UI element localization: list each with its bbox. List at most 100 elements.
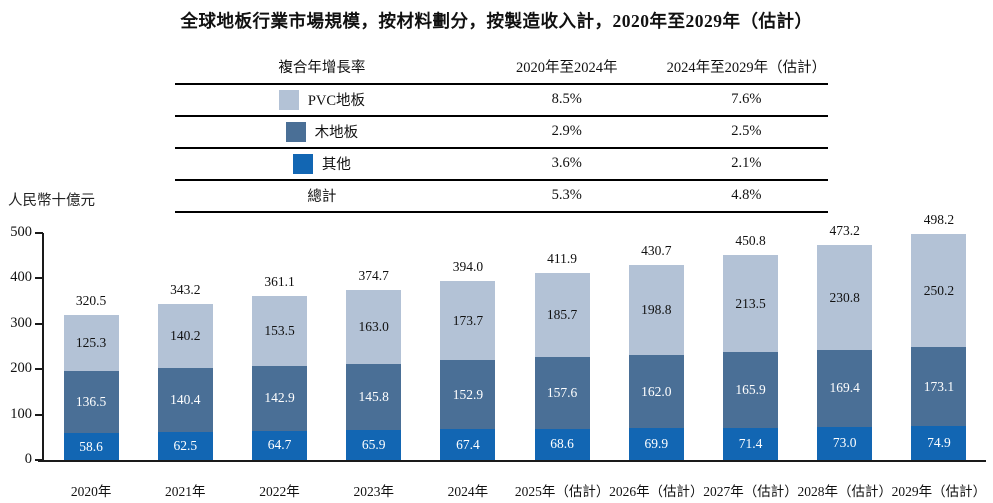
bar-total-label: 343.2 [170,282,201,298]
legend-swatch-wood-icon [285,121,306,142]
bar-segment: 140.4 [157,367,213,432]
bar-segment-label: 165.9 [735,381,766,397]
y-tick-label: 500 [10,224,32,240]
bar-total-label: 450.8 [735,233,766,249]
table-row-total: 總計 5.3% 4.8% [175,180,828,213]
bar-segment-label: 62.5 [173,437,198,453]
bar-segment-label: 140.4 [170,391,201,407]
bar-segment: 185.7 [534,273,590,358]
bar-segment: 145.8 [346,363,402,431]
bar-total-label: 430.7 [641,242,672,258]
cagr-other-period2: 2.1% [664,148,828,181]
cagr-pvc-period1: 8.5% [468,84,665,117]
y-axis-tick [35,368,43,371]
stacked-bar: 140.2 140.4 62.5 [157,304,213,460]
y-axis [42,233,44,462]
table-row-other: 其他 3.6% 2.1% [175,148,828,181]
x-axis-tick-label: 2027年（估計） [703,484,798,499]
bar-group: 473.2 230.8 169.4 73.0 2028年（估計） [797,223,892,499]
cagr-table: 複合年增長率 2020年至2024年 2024年至2029年（估計） PVC地板… [175,53,828,213]
bar-segment: 169.4 [817,350,873,427]
bar-segment: 69.9 [628,428,684,460]
cagr-total-period1: 5.3% [468,180,665,213]
table-row-wood: 木地板 2.9% 2.5% [175,116,828,149]
bar-segment: 165.9 [723,352,779,428]
y-axis-tick [35,277,43,280]
bar-group: 450.8 213.5 165.9 71.4 2027年（估計） [703,233,798,499]
y-tick-label: 300 [10,314,32,331]
x-axis-tick-label: 2020年 [70,484,112,499]
y-axis-tick [35,322,43,325]
bar-segment-label: 136.5 [75,394,107,410]
bar-group: 394.0 173.7 152.9 67.4 2024年 [421,233,515,499]
bar-segment-label: 185.7 [546,307,578,323]
bar-segment: 230.8 [817,245,873,351]
stacked-bar: 230.8 169.4 73.0 [817,245,873,460]
row-label-other: 其他 [321,156,351,173]
bar-segment-label: 67.4 [456,436,480,452]
stacked-bar: 185.7 157.6 68.6 [534,273,590,460]
cagr-total-period2: 4.8% [664,180,828,213]
bar-total-label: 473.2 [829,223,860,239]
row-label-pvc: PVC地板 [307,92,366,109]
bar-segment-label: 152.9 [452,386,484,402]
bar-segment-label: 198.8 [641,301,672,317]
bar-segment: 62.5 [157,431,213,460]
y-axis-title: 人民幣十億元 [8,193,95,209]
y-tick-label: 400 [10,269,32,286]
x-axis-tick-label: 2029年（估計） [891,484,987,499]
bar-segment: 250.2 [911,233,967,348]
y-axis-tick [35,413,43,416]
x-axis-tick-label: 2028年（估計） [797,484,892,499]
bar-segment: 67.4 [440,429,496,460]
stacked-bar: 250.2 173.1 74.9 [911,233,967,460]
bar-segment-label: 58.6 [79,438,103,454]
bar-segment-label: 69.9 [644,436,669,452]
cagr-other-period1: 3.6% [468,148,665,181]
cagr-wood-period1: 2.9% [468,116,665,149]
bar-segment-label: 145.8 [358,389,389,405]
legend-swatch-pvc-icon [278,89,299,110]
bar-segment: 152.9 [440,360,496,430]
stacked-bar: 173.7 152.9 67.4 [440,281,496,460]
bar-total-label: 361.1 [264,274,295,290]
bar-segment-label: 157.6 [546,385,578,401]
bar-segment-label: 213.5 [735,295,766,311]
row-label-wood: 木地板 [314,124,359,141]
x-axis-tick-label: 2021年 [165,484,206,499]
bar-segment: 68.6 [534,428,590,460]
stacked-bar: 213.5 165.9 71.4 [723,255,779,460]
bar-segment-label: 71.4 [738,435,763,451]
bar-group: 343.2 140.2 140.4 62.5 2021年 [138,233,232,499]
header-period-1: 2020年至2024年 [468,53,665,85]
bar-segment: 173.1 [911,347,967,426]
bar-group: 320.5 125.3 136.5 58.6 2020年 [44,233,138,499]
cagr-pvc-period2: 7.6% [664,84,828,117]
bar-group: 498.2 250.2 173.1 74.9 2029年（估計） [892,212,987,499]
bar-total-label: 394.0 [452,259,484,275]
y-axis-tick [35,232,43,234]
bar-group: 411.9 185.7 157.6 68.6 2025年（估計） [515,233,610,499]
bar-segment: 213.5 [723,255,779,353]
bar-total-label: 320.5 [75,292,107,308]
bar-segment-label: 140.2 [170,328,201,344]
bar-segment: 73.0 [817,426,873,460]
x-axis-tick-label: 2023年 [353,484,394,499]
bar-segment: 157.6 [534,357,590,429]
bar-segment: 65.9 [346,430,402,460]
stacked-bar: 198.8 162.0 69.9 [628,264,684,460]
bar-segment-label: 173.1 [923,378,955,394]
stacked-bar: 153.5 142.9 64.7 [252,296,307,460]
legend-swatch-other-icon [292,153,313,174]
bar-group: 361.1 153.5 142.9 64.7 2022年 [232,233,326,499]
x-axis-tick-label: 2025年（估計） [514,484,610,499]
x-axis-tick-label: 2024年 [447,484,489,499]
bar-segment-label: 162.0 [641,383,672,399]
bar-segment: 162.0 [628,354,684,429]
bar-segment: 71.4 [723,427,779,460]
bar-segment-label: 68.6 [550,436,574,452]
bar-segment-label: 173.7 [452,312,484,328]
table-row-pvc: PVC地板 8.5% 7.6% [175,84,828,117]
y-axis-tick [35,459,43,461]
